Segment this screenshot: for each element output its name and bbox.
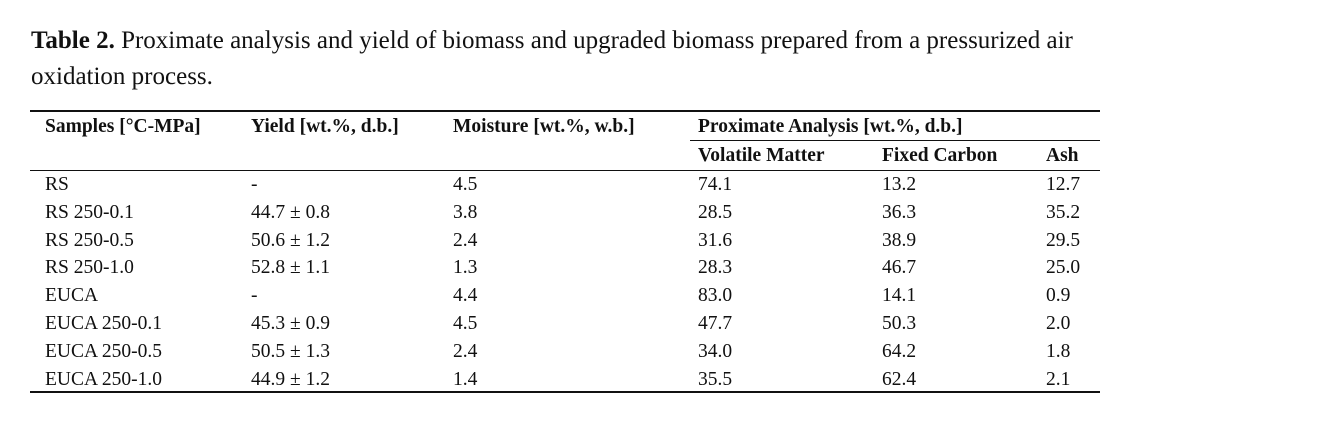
table-cell: 44.7 ± 0.8 <box>251 201 330 223</box>
table-cell: 2.1 <box>1046 368 1071 390</box>
table-cell: 74.1 <box>698 174 733 195</box>
table-cell: RS 250-1.0 <box>45 257 134 279</box>
table-cell: 38.9 <box>882 229 917 251</box>
table-cell: 28.5 <box>698 201 733 223</box>
table-cell: RS 250-0.1 <box>45 201 134 223</box>
table-cell: 25.0 <box>1046 257 1081 279</box>
header-cell: Yield [wt.%, d.b.] <box>251 116 399 137</box>
table-cell: 47.7 <box>698 313 733 334</box>
table-cell: - <box>251 285 258 307</box>
table-cell: EUCA 250-0.1 <box>45 313 162 334</box>
subheader-cell: Fixed Carbon <box>882 145 998 166</box>
table-cell: 50.3 <box>882 313 917 334</box>
table-cell: 4.5 <box>453 313 478 334</box>
table-cell: EUCA 250-1.0 <box>45 368 162 390</box>
table-cell: 1.3 <box>453 257 478 279</box>
top-rule <box>30 110 1100 112</box>
table-cell: 35.2 <box>1046 201 1081 223</box>
table-cell: 46.7 <box>882 257 917 279</box>
caption-line: Table 2. Proximate analysis and yield of… <box>31 27 1073 55</box>
table-cell: 36.3 <box>882 201 917 223</box>
table-cell: 2.4 <box>453 340 478 362</box>
caption-label: Table 2. <box>31 27 115 54</box>
table-cell: EUCA 250-0.5 <box>45 340 162 362</box>
table-cell: 83.0 <box>698 285 733 307</box>
table-cell: 62.4 <box>882 368 917 390</box>
subheader-cell: Ash <box>1046 145 1079 166</box>
header-cell: Moisture [wt.%, w.b.] <box>453 116 635 137</box>
table-cell: 29.5 <box>1046 229 1081 251</box>
table-cell: 44.9 ± 1.2 <box>251 368 330 390</box>
header-rule <box>30 170 1100 171</box>
table-cell: 31.6 <box>698 229 733 251</box>
table-cell: RS 250-0.5 <box>45 229 134 251</box>
table-cell: 3.8 <box>453 201 478 223</box>
table-cell: 35.5 <box>698 368 733 390</box>
table-cell: 45.3 ± 0.9 <box>251 313 330 334</box>
bottom-rule <box>30 391 1100 393</box>
table-cell: 50.5 ± 1.3 <box>251 340 330 362</box>
table-cell: RS <box>45 174 69 195</box>
table-cell: 28.3 <box>698 257 733 279</box>
table-cell: 50.6 ± 1.2 <box>251 229 330 251</box>
table-cell: 1.8 <box>1046 340 1071 362</box>
table-cell: 4.5 <box>453 174 478 195</box>
table-cell: EUCA <box>45 285 99 307</box>
table-cell: 34.0 <box>698 340 733 362</box>
header-cell: Proximate Analysis [wt.%, d.b.] <box>698 116 963 137</box>
subheader-cell: Volatile Matter <box>698 145 825 166</box>
group-rule <box>690 140 1100 141</box>
table-cell: - <box>251 174 258 195</box>
table-cell: 14.1 <box>882 285 917 307</box>
table-cell: 1.4 <box>453 368 478 390</box>
table-cell: 13.2 <box>882 174 917 195</box>
table-cell: 2.4 <box>453 229 478 251</box>
table-cell: 0.9 <box>1046 285 1071 307</box>
caption-line: oxidation process. <box>31 63 213 90</box>
table-cell: 64.2 <box>882 340 917 362</box>
table-cell: 12.7 <box>1046 174 1081 195</box>
table-cell: 52.8 ± 1.1 <box>251 257 330 279</box>
caption-text: Proximate analysis and yield of biomass … <box>121 27 1073 54</box>
table-cell: 4.4 <box>453 285 478 307</box>
table-cell: 2.0 <box>1046 313 1071 334</box>
header-cell: Samples [°C-MPa] <box>45 116 201 137</box>
